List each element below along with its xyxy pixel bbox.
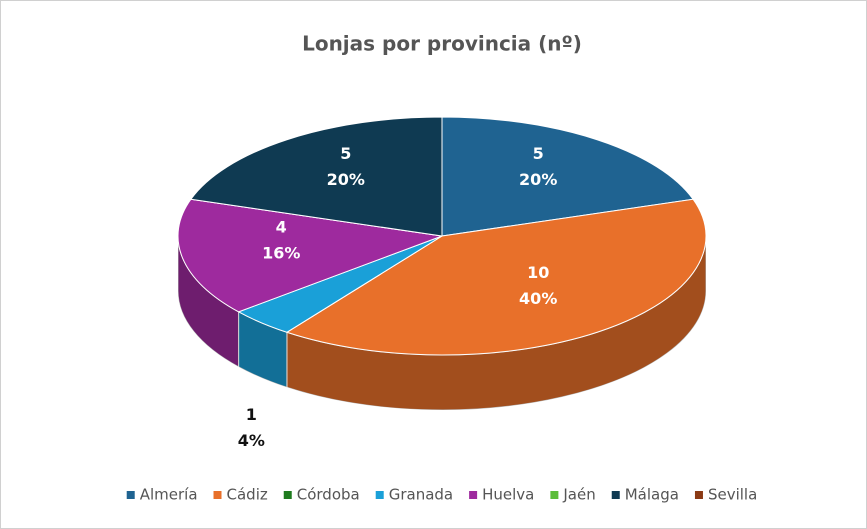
pie-side-shade <box>238 311 287 388</box>
data-label-value: 10 <box>527 263 549 282</box>
pie-slice <box>441 116 694 237</box>
data-label-percent: 16% <box>262 243 300 262</box>
pie-slice <box>190 116 443 237</box>
legend-label: Almería <box>140 486 198 504</box>
data-label-value: 5 <box>533 144 544 163</box>
data-label-percent: 4% <box>238 431 265 450</box>
data-label-percent: 20% <box>327 170 365 189</box>
legend-swatch <box>694 491 703 499</box>
legend-label: Jaén <box>562 486 595 504</box>
pie-slice <box>177 198 443 313</box>
legend-label: Huelva <box>482 486 534 504</box>
chart-title: Lonjas por provincia (nº) <box>302 32 582 56</box>
legend-label: Cádiz <box>227 486 268 504</box>
pie-tops <box>177 116 707 356</box>
legend-swatch <box>611 491 620 499</box>
data-label-value: 4 <box>276 217 287 236</box>
legend-label: Granada <box>389 486 453 504</box>
data-label-percent: 40% <box>519 289 557 308</box>
legend-swatch <box>213 491 222 499</box>
legend: Almería Cádiz Córdoba Granada Huelva Jaén Mála… <box>126 486 757 504</box>
pie-side-shade <box>286 236 706 410</box>
legend-label: Málaga <box>625 486 679 504</box>
pie-side-shade <box>178 236 239 367</box>
legend-swatch <box>550 491 559 499</box>
legend-swatch <box>283 491 292 499</box>
data-label-value: 5 <box>340 144 351 163</box>
legend-swatch <box>469 491 478 499</box>
legend-swatch <box>375 491 384 499</box>
legend-swatch <box>126 491 135 499</box>
pie-slice <box>285 198 707 356</box>
legend-label: Sevilla <box>708 486 757 504</box>
data-label-value: 1 <box>246 405 257 424</box>
legend-label: Córdoba <box>297 486 360 504</box>
data-label-percent: 20% <box>519 170 557 189</box>
